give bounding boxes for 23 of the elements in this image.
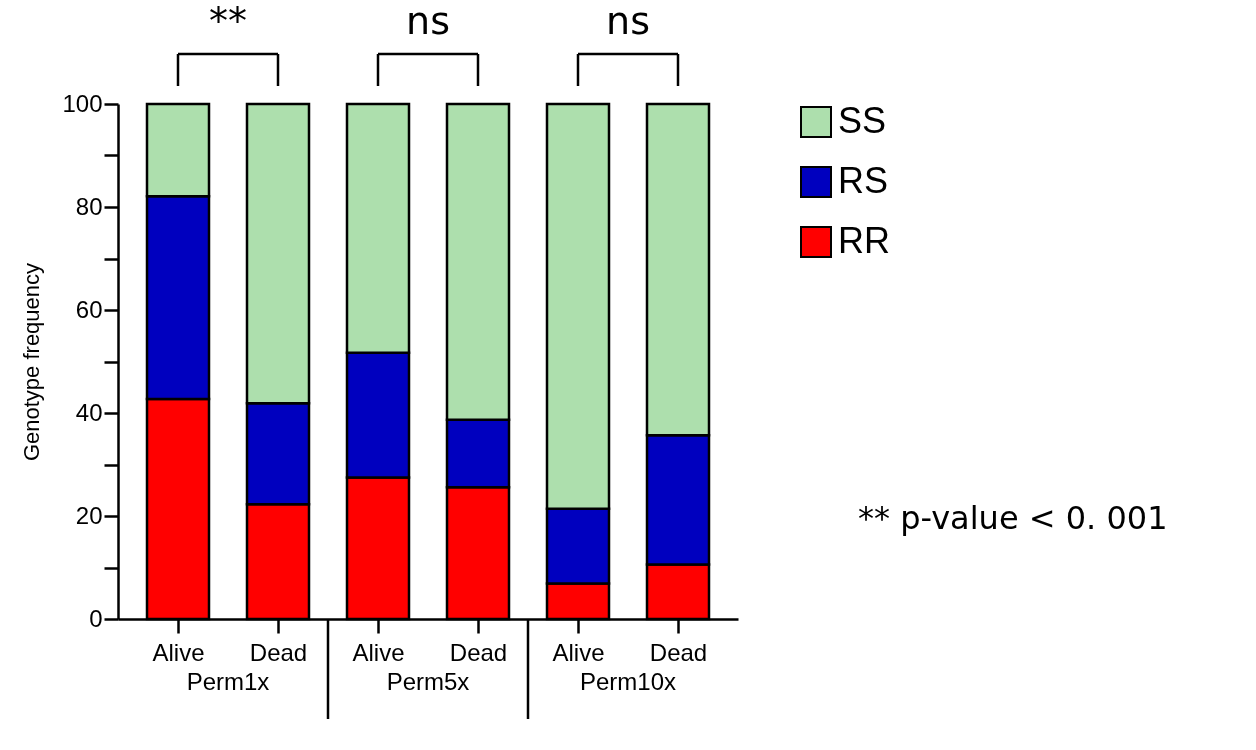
x-tick-label: Dead xyxy=(449,638,508,666)
y-axis-title: Genotype frequency xyxy=(19,262,45,462)
legend-label: SS xyxy=(838,100,887,141)
text: Perm1x xyxy=(186,668,270,695)
y-tick-label: 60 xyxy=(75,295,103,323)
legend-label: RR xyxy=(838,220,890,261)
x-tick-label: Alive xyxy=(352,638,405,666)
x-tick-label: Alive xyxy=(152,638,205,666)
text: ** xyxy=(209,0,247,43)
x-tick-label: Dead xyxy=(249,638,308,666)
text: ** p-value < 0. 001 xyxy=(858,499,1168,537)
x-tick-label: Alive xyxy=(552,638,605,666)
y-tick-label: 20 xyxy=(75,501,103,529)
y-tick-label: 0 xyxy=(89,604,103,632)
y-tick-label: 40 xyxy=(75,398,103,426)
text: Perm10x xyxy=(579,668,677,695)
x-tick-label: Dead xyxy=(649,638,708,666)
text: Perm5x xyxy=(386,668,470,695)
legend-label: RS xyxy=(838,160,889,201)
y-tick-label: 80 xyxy=(75,192,103,220)
text: ns xyxy=(606,0,650,43)
text: ns xyxy=(406,0,450,43)
y-tick-label: 100 xyxy=(62,89,103,117)
